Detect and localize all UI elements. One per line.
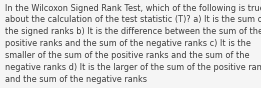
Text: about the calculation of the test statistic (T)? a) It is the sum of: about the calculation of the test statis… [5, 15, 261, 24]
Text: smaller of the sum of the positive ranks and the sum of the: smaller of the sum of the positive ranks… [5, 51, 249, 60]
Text: and the sum of the negative ranks: and the sum of the negative ranks [5, 75, 147, 84]
Text: positive ranks and the sum of the negative ranks c) It is the: positive ranks and the sum of the negati… [5, 39, 251, 48]
Text: negative ranks d) It is the larger of the sum of the positive ranks: negative ranks d) It is the larger of th… [5, 63, 261, 72]
Text: the signed ranks b) It is the difference between the sum of the: the signed ranks b) It is the difference… [5, 27, 261, 36]
Text: In the Wilcoxon Signed Rank Test, which of the following is true: In the Wilcoxon Signed Rank Test, which … [5, 4, 261, 12]
